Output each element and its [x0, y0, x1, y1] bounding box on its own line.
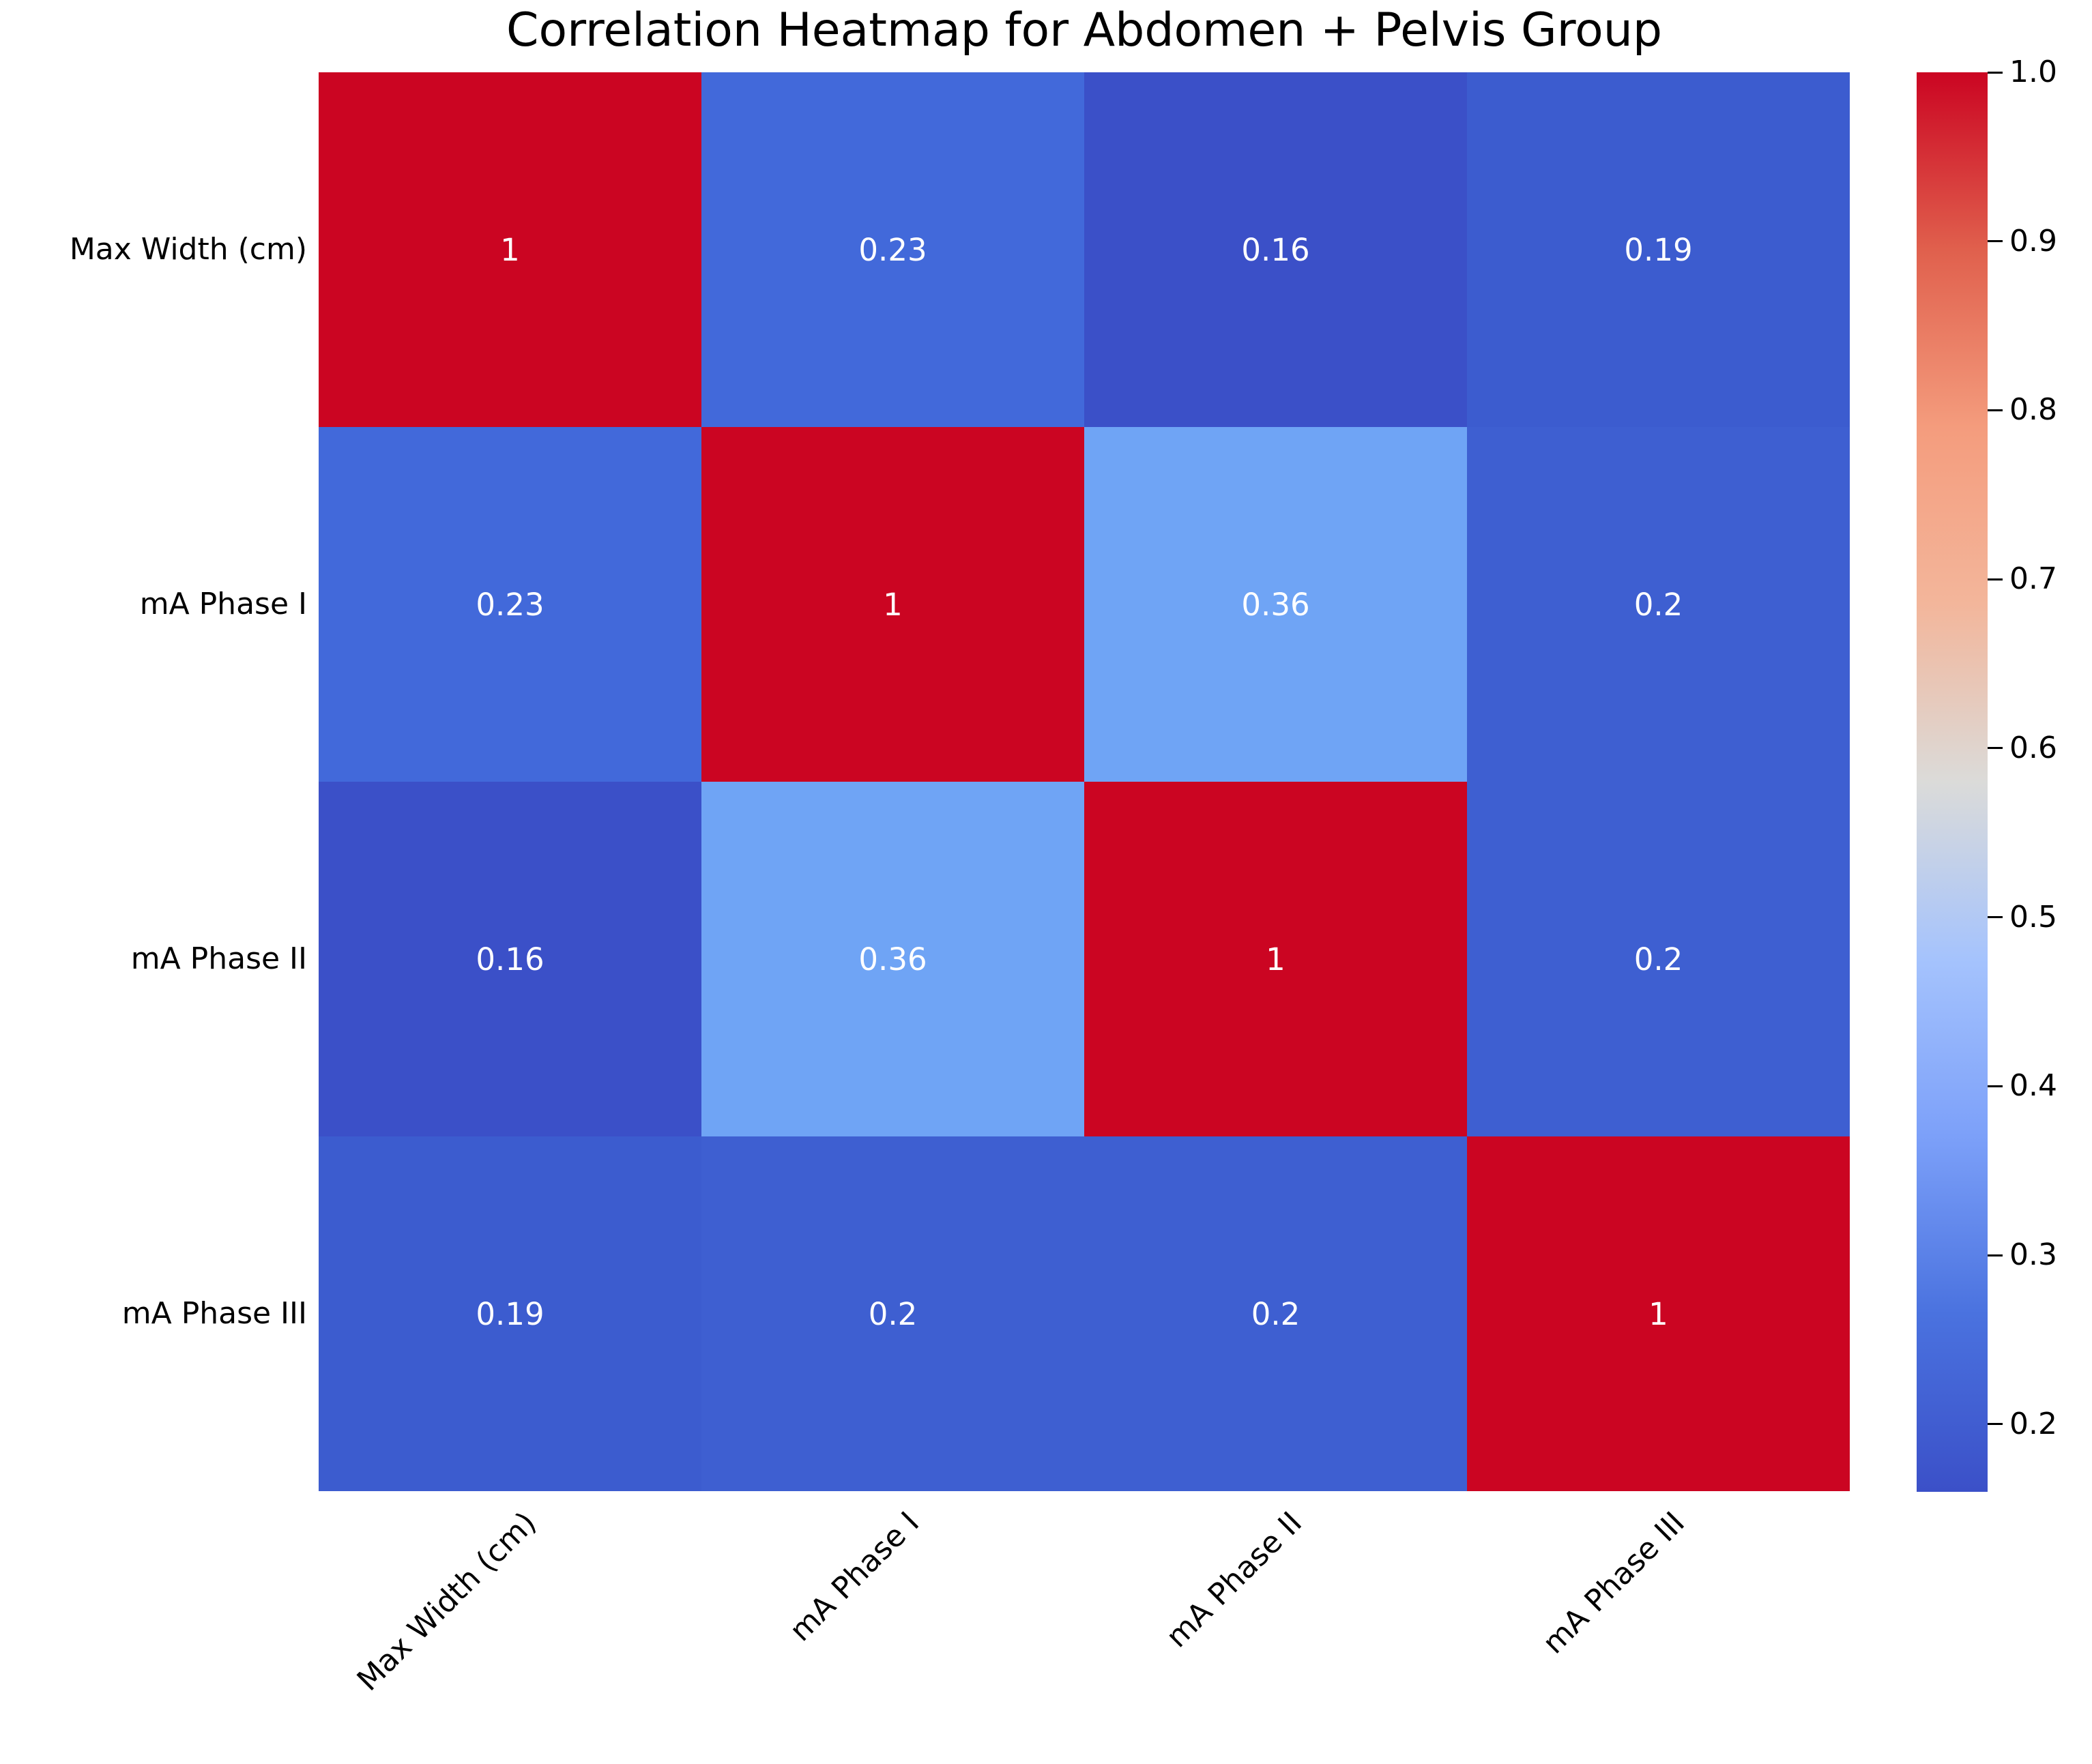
- heatmap-cell: 0.19: [1467, 72, 1850, 427]
- heatmap-cell: 0.2: [701, 1136, 1084, 1491]
- cell-value: 0.23: [476, 586, 544, 623]
- x-tick-label: mA Phase III: [1536, 1505, 1692, 1661]
- x-tick-label: mA Phase II: [1159, 1505, 1309, 1655]
- cell-value: 1: [1266, 941, 1285, 977]
- heatmap-grid: 1 0.23 0.16 0.19 0.23 1 0.36 0.2 0.16 0.36 1 0.2 0.1…: [319, 72, 1850, 1491]
- colorbar-tick-label: 0.9: [2009, 223, 2057, 259]
- cell-value: 0.16: [476, 941, 544, 977]
- colorbar-tick-label: 0.6: [2009, 730, 2057, 765]
- cell-value: 0.2: [868, 1295, 918, 1332]
- heatmap-cell: 0.23: [319, 427, 701, 782]
- colorbar: [1917, 72, 1988, 1492]
- colorbar-tick-mark: [1988, 409, 2003, 411]
- colorbar-tick-mark: [1988, 240, 2003, 243]
- x-tick-label: mA Phase I: [783, 1505, 927, 1649]
- cell-value: 0.23: [858, 231, 927, 268]
- cell-value: 0.2: [1633, 941, 1683, 977]
- heatmap-cell: 1: [701, 427, 1084, 782]
- colorbar-tick-mark: [1988, 916, 2003, 919]
- heatmap-cell: 0.16: [319, 782, 701, 1136]
- colorbar-tick-label: 0.7: [2009, 561, 2057, 597]
- heatmap-cell: 1: [319, 72, 701, 427]
- cell-value: 0.2: [1633, 586, 1683, 623]
- colorbar-tick-mark: [1988, 1423, 2003, 1426]
- cell-value: 0.19: [476, 1295, 544, 1332]
- y-tick-label: mA Phase I: [139, 587, 307, 621]
- heatmap-cell: 0.36: [701, 782, 1084, 1136]
- heatmap-cell: 0.2: [1084, 1136, 1467, 1491]
- cell-value: 0.19: [1624, 231, 1693, 268]
- colorbar-tick-label: 0.8: [2009, 392, 2057, 428]
- cell-value: 0.36: [1241, 586, 1310, 623]
- cell-value: 1: [1648, 1295, 1668, 1332]
- colorbar-tick-label: 0.3: [2009, 1237, 2057, 1273]
- heatmap-cell: 1: [1084, 782, 1467, 1136]
- heatmap-cell: 0.2: [1467, 427, 1850, 782]
- colorbar-tick-mark: [1988, 71, 2003, 74]
- colorbar-tick-label: 0.5: [2009, 899, 2057, 935]
- y-tick-label: mA Phase II: [130, 941, 307, 976]
- cell-value: 0.36: [858, 941, 927, 977]
- cell-value: 0.2: [1251, 1295, 1301, 1332]
- heatmap-cell: 0.19: [319, 1136, 701, 1491]
- cell-value: 1: [500, 231, 520, 268]
- heatmap-cell: 0.36: [1084, 427, 1467, 782]
- colorbar-tick-mark: [1988, 747, 2003, 750]
- y-tick-label: Max Width (cm): [69, 232, 307, 267]
- heatmap-cell: 0.2: [1467, 782, 1850, 1136]
- x-tick-label: Max Width (cm): [351, 1505, 544, 1698]
- cell-value: 1: [883, 586, 903, 623]
- colorbar-tick-label: 0.4: [2009, 1068, 2057, 1104]
- colorbar-tick-mark: [1988, 1085, 2003, 1087]
- heatmap-cell: 0.16: [1084, 72, 1467, 427]
- heatmap-cell: 1: [1467, 1136, 1850, 1491]
- colorbar-tick-mark: [1988, 1254, 2003, 1256]
- colorbar-tick-label: 0.2: [2009, 1406, 2057, 1441]
- y-tick-label: mA Phase III: [121, 1296, 307, 1331]
- chart-title: Correlation Heatmap for Abdomen + Pelvis…: [506, 3, 1663, 57]
- colorbar-tick-label: 1.0: [2009, 55, 2057, 89]
- cell-value: 0.16: [1241, 231, 1310, 268]
- colorbar-tick-mark: [1988, 578, 2003, 580]
- heatmap-cell: 0.23: [701, 72, 1084, 427]
